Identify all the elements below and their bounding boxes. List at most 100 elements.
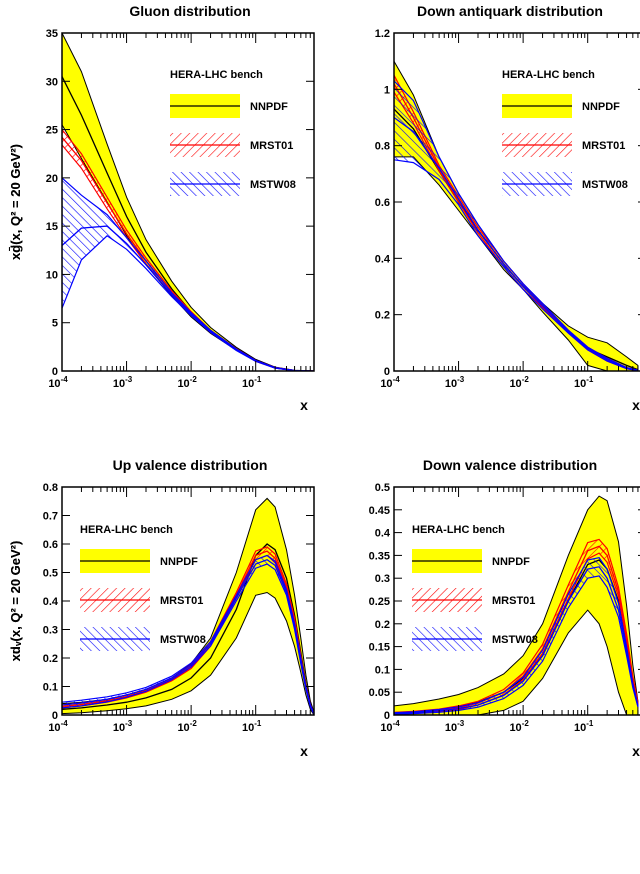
x-tick-label: 10-1	[242, 375, 262, 390]
mrst01-band	[394, 74, 639, 371]
y-tick-label: 0.1	[43, 682, 58, 694]
y-axis-label: xdᵥ(x, Q² = 20 GeV²)	[8, 541, 23, 662]
nnpdf-legend-label: NNPDF	[250, 101, 288, 113]
mstw08-central-line	[394, 116, 639, 371]
y-tick-label: 1	[384, 84, 390, 96]
legend: HERA-LHC bench NNPDF MRST01 MSTW08	[80, 524, 206, 651]
x-axis-label: x	[632, 397, 640, 413]
mstw08-band	[62, 177, 314, 371]
y-tick-label: 0	[384, 366, 390, 378]
x-tick-label: 10-2	[177, 375, 197, 390]
y-tick-label: 35	[46, 28, 58, 40]
y-tick-label: 0.1	[375, 664, 390, 676]
x-axis-label: x	[300, 743, 308, 759]
x-tick-label: 10-3	[445, 719, 465, 734]
y-tick-label: 0.2	[375, 619, 390, 631]
plot-area	[394, 60, 639, 371]
x-tick-label: 10-4	[48, 375, 68, 390]
y-tick-label: 0.5	[375, 482, 390, 494]
y-tick-label: 0.6	[43, 539, 58, 551]
y-tick-label: 0.4	[43, 596, 59, 608]
y-tick-label: 0	[384, 710, 390, 722]
y-tick-label: 0	[52, 710, 58, 722]
x-tick-label: 10-1	[574, 375, 594, 390]
x-tick-label: 10-3	[113, 719, 133, 734]
legend-title: HERA-LHC bench	[170, 69, 263, 81]
x-tick-label: 10-4	[380, 375, 400, 390]
nnpdf-legend-label: NNPDF	[582, 101, 620, 113]
y-axis-label: xd̄(x, Q² = 20 GeV²)	[8, 144, 23, 260]
x-tick-label: 10-2	[177, 719, 197, 734]
legend: HERA-LHC bench NNPDF MRST01 MSTW08	[502, 69, 628, 196]
plot-frame	[61, 32, 315, 372]
mstw08-band	[394, 557, 639, 715]
mstw08-legend-label: MSTW08	[582, 179, 628, 191]
chart-title: Gluon distribution	[129, 3, 250, 19]
y-axis-label: xuᵥ(x, Q² = 20 GeV²)	[8, 541, 23, 662]
legend: HERA-LHC bench NNPDF MRST01 MSTW08	[170, 69, 296, 196]
y-axis-label: xg(x, Q² = 20 GeV²)	[8, 144, 23, 260]
y-tick-label: 0.35	[369, 550, 390, 562]
chart-panel-4: 0 0.05 0.1 0.15 0.2 0.25 0.3 0.35 0.4 0.45 0.5 10-4…	[8, 457, 640, 759]
chart-panel-1: 0 5 10 15 20 25 30 35 10-4 10-3 10-2 10-1 Gluon dist…	[8, 3, 315, 413]
y-tick-label: 0.15	[369, 642, 390, 654]
mstw08-band	[62, 554, 314, 715]
chart-title: Up valence distribution	[113, 457, 268, 473]
x-tick-label: 10-3	[445, 375, 465, 390]
nnpdf-band	[62, 33, 314, 371]
nnpdf-band	[394, 495, 639, 715]
mstw08-legend-label: MSTW08	[250, 179, 296, 191]
plot-frame	[393, 32, 640, 372]
chart-title: Down valence distribution	[423, 457, 597, 473]
x-tick-label: 10-4	[48, 719, 68, 734]
y-tick-label: 15	[46, 221, 58, 233]
y-tick-label: 5	[52, 318, 58, 330]
chart-panel-3: 0 0.1 0.2 0.3 0.4 0.5 0.6 0.7 0.8 10-4 10-3 10-2 10-…	[8, 457, 315, 759]
legend-title: HERA-LHC bench	[412, 524, 505, 536]
legend: HERA-LHC bench NNPDF MRST01 MSTW08	[412, 524, 538, 651]
y-tick-label: 0.3	[375, 573, 390, 585]
y-tick-label: 0.05	[369, 687, 390, 699]
mstw08-band	[394, 80, 639, 371]
y-tick-label: 0.8	[375, 141, 390, 153]
y-tick-label: 0.4	[375, 528, 391, 540]
y-tick-label: 0.25	[369, 596, 390, 608]
x-axis-label: x	[300, 397, 308, 413]
y-tick-label: 0.3	[43, 625, 58, 637]
x-tick-label: 10-4	[380, 719, 400, 734]
mrst01-legend-label: MRST01	[582, 140, 625, 152]
mrst01-legend-label: MRST01	[250, 140, 293, 152]
y-tick-label: 10	[46, 269, 58, 281]
chart-panel-2: 0 0.2 0.4 0.6 0.8 1 1.2 10-4 10-3 10-2 10-1 Down an…	[8, 3, 640, 413]
x-tick-label: 10-1	[574, 719, 594, 734]
y-tick-label: 0.6	[375, 197, 390, 209]
y-tick-label: 0	[52, 366, 58, 378]
nnpdf-legend-label: NNPDF	[160, 556, 198, 568]
x-tick-label: 10-1	[242, 719, 262, 734]
x-tick-label: 10-3	[113, 375, 133, 390]
plot-area	[62, 33, 314, 371]
mrst01-central-line	[394, 83, 639, 371]
plot-area	[394, 495, 639, 715]
y-tick-label: 0.7	[43, 511, 58, 523]
y-tick-label: 0.8	[43, 482, 58, 494]
y-tick-label: 1.2	[375, 28, 390, 40]
y-tick-label: 25	[46, 125, 58, 137]
x-axis-label: x	[632, 743, 640, 759]
mstw08-legend-label: MSTW08	[160, 634, 206, 646]
x-tick-label: 10-2	[509, 375, 529, 390]
y-tick-label: 0.5	[43, 568, 58, 580]
y-tick-label: 0.2	[375, 310, 390, 322]
legend-title: HERA-LHC bench	[80, 524, 173, 536]
mstw08-central-line	[62, 558, 314, 715]
mstw08-central-line	[62, 225, 314, 371]
mstw08-legend-label: MSTW08	[492, 634, 538, 646]
mrst01-legend-label: MRST01	[160, 595, 203, 607]
y-tick-label: 0.4	[375, 253, 391, 265]
mstw08-central-line	[394, 566, 639, 715]
legend-title: HERA-LHC bench	[502, 69, 595, 81]
y-tick-label: 0.45	[369, 505, 390, 517]
nnpdf-legend-label: NNPDF	[492, 556, 530, 568]
plot-area	[62, 497, 314, 715]
